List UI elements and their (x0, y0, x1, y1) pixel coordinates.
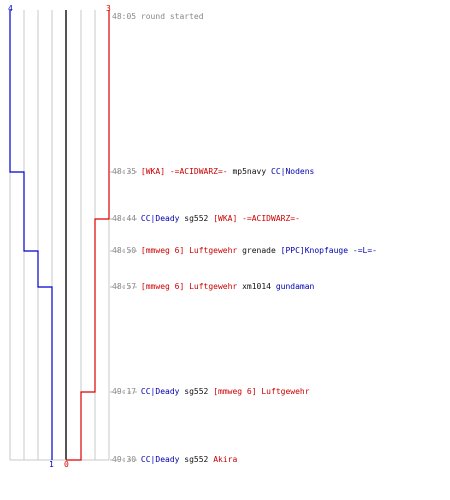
event-time: 48:05 (112, 12, 137, 21)
event-weapon: sg552 (184, 455, 209, 464)
event-killer: CC|Deady (140, 387, 180, 396)
blue-team-end-count: 1 (49, 460, 54, 469)
event-victim: [WKA] -=ACIDWARZ=- (213, 214, 300, 223)
event-time: 48:44 (112, 214, 137, 223)
event-victim: CC|Nodens (271, 167, 315, 176)
event-victim: gundaman (275, 282, 315, 291)
event-text: round started (140, 12, 204, 21)
red-team-start-count: 3 (106, 4, 111, 13)
red-team-end-count: 0 (64, 460, 69, 469)
event-killer: CC|Deady (140, 214, 180, 223)
event-killer: [mmweg 6] Luftgewehr (140, 246, 238, 255)
event-row: 48:57 [mmweg 6] Luftgewehr xm1014 gundam… (112, 282, 314, 292)
event-weapon: xm1014 (242, 282, 271, 291)
event-time: 49:17 (112, 387, 137, 396)
event-time: 49:30 (112, 455, 137, 464)
blue-team-start-count: 4 (8, 4, 13, 13)
event-weapon: grenade (242, 246, 276, 255)
event-row: 48:44 CC|Deady sg552 [WKA] -=ACIDWARZ=- (112, 214, 300, 224)
event-time: 48:35 (112, 167, 137, 176)
event-victim: [PPC]Knopfauge -=L=- (280, 246, 377, 255)
event-victim: [mmweg 6] Luftgewehr (213, 387, 310, 396)
event-weapon: sg552 (184, 387, 209, 396)
event-row: 49:17 CC|Deady sg552 [mmweg 6] Luftgeweh… (112, 387, 310, 397)
event-time: 48:57 (112, 282, 137, 291)
event-killer: CC|Deady (140, 455, 180, 464)
event-time: 48:50 (112, 246, 137, 255)
event-weapon: mp5navy (232, 167, 267, 176)
red-team-line (66, 10, 110, 461)
blue-team-line (9, 10, 53, 460)
event-row: 48:50 [mmweg 6] Luftgewehr grenade [PPC]… (112, 246, 377, 256)
event-row: 48:35 [WKA] -=ACIDWARZ=- mp5navy CC|Node… (112, 167, 314, 177)
event-killer: [WKA] -=ACIDWARZ=- (140, 167, 228, 176)
event-weapon: sg552 (184, 214, 209, 223)
event-row: 48:05 round started (112, 12, 204, 22)
event-killer: [mmweg 6] Luftgewehr (140, 282, 238, 291)
event-victim: Akira (213, 455, 238, 464)
event-row: 49:30 CC|Deady sg552 Akira (112, 455, 237, 465)
